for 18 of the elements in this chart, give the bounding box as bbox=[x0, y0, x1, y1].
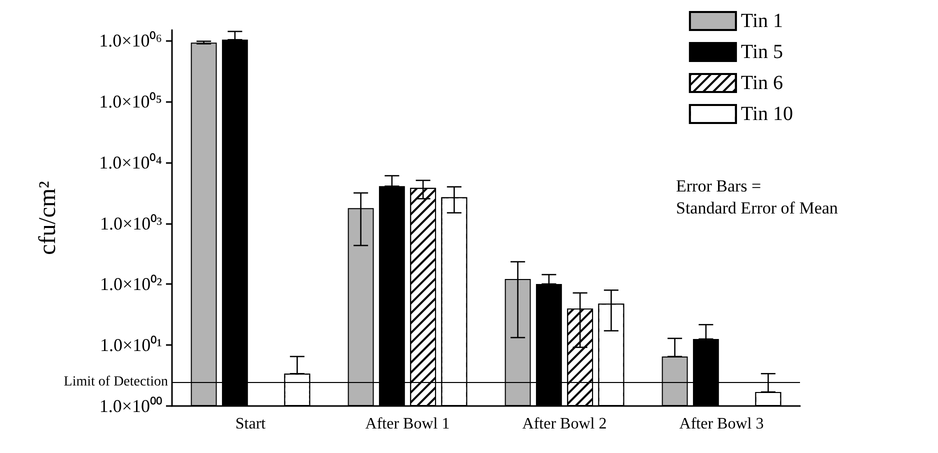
y-tick-label: 1.0×10⁰² bbox=[100, 274, 162, 294]
y-tick-label: 1.0×10⁰⁵ bbox=[99, 92, 162, 112]
y-tick-label: 1.0×10⁰⁴ bbox=[99, 152, 162, 172]
x-tick-label: After Bowl 1 bbox=[365, 416, 450, 432]
y-tick-label: 1.0×10⁰⁶ bbox=[99, 30, 162, 51]
legend-label: Tin 6 bbox=[740, 72, 784, 94]
y-tick-label: 1.0×10⁰⁰ bbox=[99, 396, 162, 416]
ref-line-label: Limit of Detection bbox=[64, 374, 168, 390]
x-tick-label: After Bowl 3 bbox=[679, 416, 764, 432]
y-tick-label: 1.0×10⁰¹ bbox=[100, 335, 162, 356]
x-tick-label: After Bowl 2 bbox=[522, 416, 607, 432]
y-tick-label: 1.0×10⁰³ bbox=[100, 213, 163, 234]
y-axis-title: cfu/cm² bbox=[35, 181, 61, 255]
legend-label: Tin 5 bbox=[740, 41, 784, 63]
annotation: Error Bars = Standard Error of Mean bbox=[676, 176, 838, 218]
legend-label: Tin 10 bbox=[740, 103, 794, 125]
legend-label: Tin 1 bbox=[740, 10, 784, 32]
x-tick-label: Start bbox=[235, 416, 266, 432]
